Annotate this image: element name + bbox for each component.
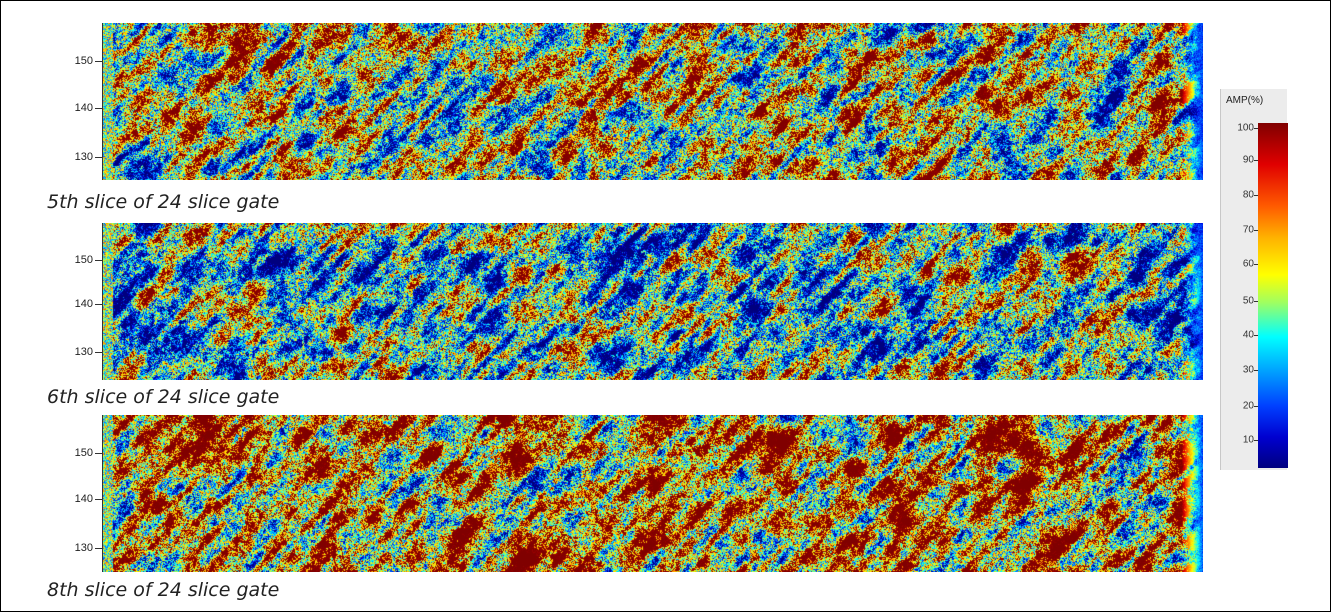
colorbar-tick — [1254, 195, 1258, 196]
caption-1: 5th slice of 24 slice gate — [47, 191, 280, 213]
y-tick-label: 130 — [74, 542, 93, 554]
colorbar-tick-label: 30 — [1242, 364, 1254, 376]
colorbar-tick-label: 70 — [1242, 224, 1254, 236]
colorbar-tick-label: 10 — [1242, 434, 1254, 446]
colorbar-tick-label: 90 — [1242, 154, 1254, 166]
y-tick-mark — [95, 61, 102, 62]
c-scan-image-1 — [103, 23, 1203, 180]
colorbar-tick-label: 20 — [1242, 400, 1254, 412]
c-scan-image-3 — [103, 415, 1203, 572]
colorbar-tick-label: 100 — [1237, 122, 1254, 134]
y-tick-label: 140 — [74, 102, 93, 114]
colorbar-tick — [1254, 440, 1258, 441]
amplitude-colorbar: AMP(%) 100 90 80 70 60 50 40 30 20 10 — [1220, 89, 1288, 470]
y-tick-mark — [95, 548, 102, 549]
y-tick-label: 150 — [74, 55, 93, 67]
y-tick-label: 150 — [74, 447, 93, 459]
y-tick-mark — [95, 304, 102, 305]
y-tick-label: 140 — [74, 298, 93, 310]
y-tick-label: 130 — [74, 346, 93, 358]
y-axis-line — [102, 415, 103, 572]
caption-2: 6th slice of 24 slice gate — [47, 386, 280, 408]
y-axis-line — [102, 223, 103, 380]
colorbar-tick — [1254, 301, 1258, 302]
y-tick-label: 150 — [74, 254, 93, 266]
colorbar-tick — [1254, 264, 1258, 265]
colorbar-tick-label: 60 — [1242, 258, 1254, 270]
caption-3: 8th slice of 24 slice gate — [47, 579, 280, 601]
y-axis-line — [102, 23, 103, 180]
y-tick-label: 140 — [74, 493, 93, 505]
c-scan-image-2 — [103, 223, 1203, 380]
y-tick-mark — [95, 499, 102, 500]
y-axis-2: 150 140 130 — [47, 223, 103, 380]
y-tick-mark — [95, 157, 102, 158]
scan-panel-3: 150 140 130 — [47, 415, 1203, 572]
colorbar-tick — [1254, 230, 1258, 231]
colorbar-tick-label: 50 — [1242, 295, 1254, 307]
colorbar-tick-label: 80 — [1242, 189, 1254, 201]
colorbar-tick — [1254, 128, 1258, 129]
y-tick-mark — [95, 453, 102, 454]
colorbar-gradient — [1258, 123, 1288, 468]
y-axis-1: 150 140 130 — [47, 23, 103, 180]
colorbar-tick — [1254, 406, 1258, 407]
colorbar-tick-label: 40 — [1242, 329, 1254, 341]
colorbar-title: AMP(%) — [1226, 95, 1264, 106]
y-axis-3: 150 140 130 — [47, 415, 103, 572]
colorbar-tick — [1254, 160, 1258, 161]
colorbar-tick — [1254, 335, 1258, 336]
scan-panel-2: 150 140 130 — [47, 223, 1203, 380]
y-tick-mark — [95, 260, 102, 261]
y-tick-mark — [95, 352, 102, 353]
y-tick-mark — [95, 108, 102, 109]
y-tick-label: 130 — [74, 151, 93, 163]
colorbar-tick — [1254, 370, 1258, 371]
scan-panel-1: 150 140 130 — [47, 23, 1203, 180]
